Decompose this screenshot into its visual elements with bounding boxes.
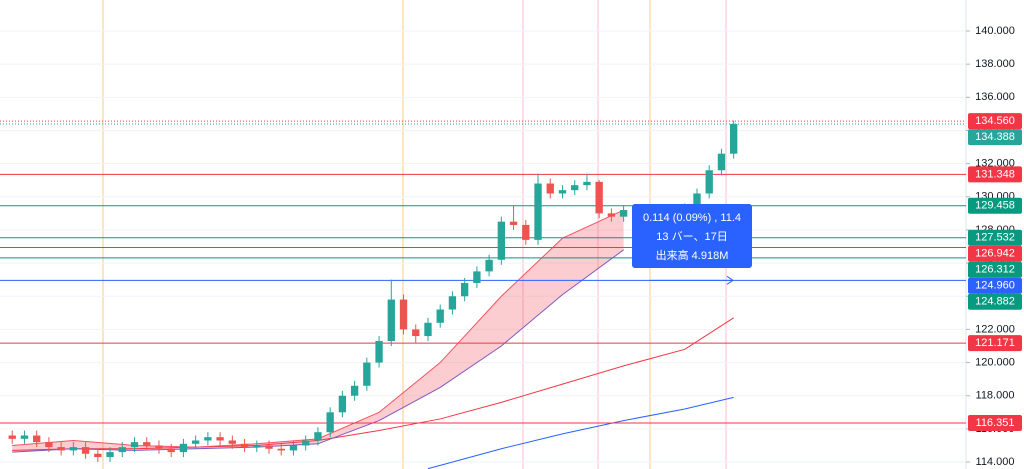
price-label-box [968,129,1022,146]
candle-body [69,447,78,451]
candle-body [607,213,616,217]
candle-body [448,296,457,310]
candle-body [240,443,249,448]
candle-body [81,447,90,454]
y-tick-label: 140.000 [975,25,1015,37]
tooltip-text: 出来高 4.918M [656,248,729,262]
candle-body [191,440,200,444]
tooltip-text: 0.114 (0.09%) , 11.4 [643,212,741,224]
tooltip-text: 13 バー、17日 [656,230,727,243]
candle-body [167,448,175,453]
price-label-box [968,293,1022,310]
candle-body [155,445,163,449]
price-label: 121.171 [975,337,1015,349]
price-label-box [968,261,1022,278]
candle-body [204,437,212,441]
candle-body [350,385,359,396]
candle-body [33,435,41,443]
candle-body [375,341,383,363]
price-label-box [968,277,1022,294]
candle-body [277,448,285,451]
candle-body [558,190,567,194]
price-label-box [968,197,1022,214]
price-label-box [968,335,1022,352]
y-tick-label: 114.000 [976,456,1015,468]
price-label-box [968,229,1022,246]
candle-body [522,224,530,240]
candle-body [118,447,126,453]
price-label-box [968,415,1022,432]
candle-body [228,440,236,444]
candle-body [412,329,420,337]
price-label: 126.942 [975,248,1015,260]
candle-body [94,453,102,458]
candle-body [314,432,322,441]
candle-body [179,443,188,453]
candle-body [693,193,701,209]
y-tick-label: 120.000 [975,356,1015,368]
candle-body [143,442,151,446]
candle-body [253,445,261,448]
arrow-head [726,275,734,285]
candle-body [436,309,444,323]
price-label: 126.312 [975,264,1015,276]
price-levels: 134.560 134.388 131.348 129.458 127.532 126.9… [968,113,1022,432]
candle-body [45,442,53,448]
candle-body [363,362,371,386]
price-label: 124.960 [975,280,1015,292]
candle-body [509,221,518,225]
candle-body [534,183,542,240]
y-tick-label: 136.000 [975,91,1015,103]
price-label: 127.532 [975,232,1015,244]
candle-body [424,322,432,337]
candle-body [595,181,603,214]
candle-body [473,271,481,283]
price-label: 131.348 [975,168,1015,180]
candle-body [326,412,334,433]
candle-body [497,221,506,260]
candle-body [106,452,114,458]
y-tick-label: 122.000 [975,323,1015,335]
candle-body [583,181,591,186]
price-label: 134.560 [975,115,1015,127]
candle-body [546,183,554,194]
price-label: 124.882 [975,296,1015,308]
candle-body [460,282,469,297]
candle-body [265,445,273,449]
candle-body [8,435,16,439]
candle-body [57,447,65,451]
price-label: 129.458 [975,200,1015,212]
price-label-box [968,166,1022,183]
candle-body [705,170,713,194]
price-label-box [968,245,1022,262]
candle-body [338,395,347,413]
candle-body [717,153,726,171]
candle-body [485,259,493,272]
candle-body [302,440,310,446]
y-tick-label: 138.000 [975,58,1015,70]
candle-body [619,210,628,217]
y-tick-label: 118.000 [976,390,1015,402]
candle-body [289,445,298,451]
candle-body [387,299,395,342]
cloud-fill [12,210,624,453]
tooltip-box [632,204,752,268]
price-label-box [968,113,1022,130]
candle-body [730,124,738,154]
candle-body [20,435,29,439]
candle-body [216,437,224,441]
candle-body [130,442,139,448]
price-label: 134.388 [975,131,1015,143]
candle-body [571,185,579,191]
candle-body [399,299,408,330]
price-label: 116.351 [976,417,1015,429]
indicator-line [427,396,734,469]
